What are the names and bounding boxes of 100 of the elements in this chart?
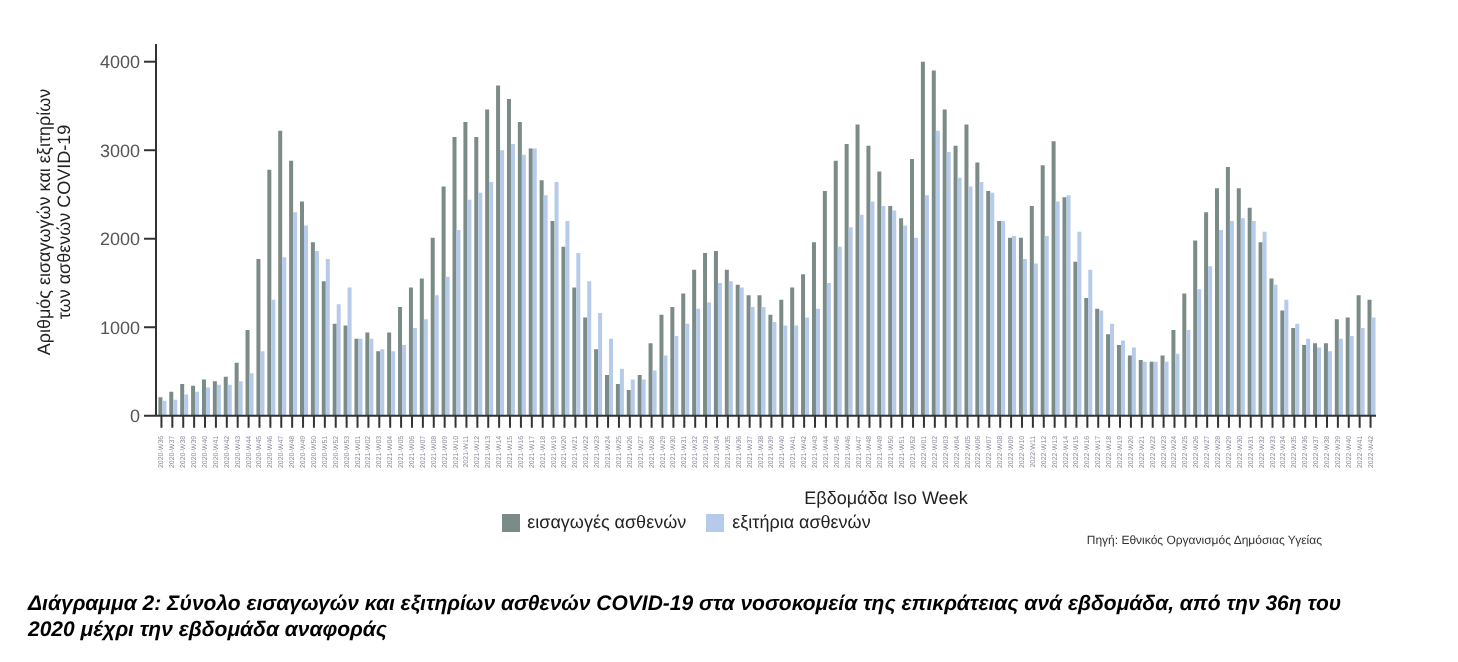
- bar: [1127, 355, 1132, 416]
- bar: [245, 329, 250, 416]
- bar: [866, 145, 871, 416]
- bar: [1033, 263, 1038, 416]
- bar: [1022, 259, 1027, 416]
- y-tick-label: 2000: [99, 229, 140, 250]
- bar: [1051, 141, 1056, 416]
- bar: [1160, 355, 1165, 416]
- bar: [195, 391, 200, 416]
- bar: [1229, 221, 1234, 416]
- y-tick-label: 0: [129, 406, 140, 427]
- bar: [423, 319, 428, 416]
- bar: [369, 338, 374, 416]
- bar: [227, 384, 232, 416]
- bar: [517, 121, 522, 416]
- bar: [332, 323, 337, 416]
- bar: [757, 295, 762, 416]
- bar: [870, 201, 875, 416]
- bar: [924, 195, 929, 416]
- bar: [1338, 338, 1343, 416]
- x-axis-title: Εβδομάδα Iso Week: [804, 487, 969, 508]
- text: Διάγραμμα 2: Σύνολο εισαγωγών και εξιτηρίων ασθενών COVID-19 στα νοσοκομεία της επικράτειας ανά εβδομάδα, από την 36η του 2020 μέχρι την εβδομάδα αναφοράς: [28, 592, 1344, 644]
- bar: [746, 295, 751, 416]
- bar: [594, 349, 599, 416]
- bar: [914, 237, 918, 416]
- legend-label: εξιτήρια ασθενών: [732, 511, 871, 532]
- bar: [779, 299, 784, 416]
- bar: [1055, 201, 1060, 416]
- bar: [387, 332, 392, 416]
- bar: [724, 269, 729, 416]
- bar: [467, 199, 472, 416]
- bar: [391, 351, 396, 416]
- bar: [1044, 236, 1049, 416]
- bar: [550, 221, 555, 416]
- bar: [223, 376, 228, 416]
- bar: [1327, 351, 1332, 416]
- bar: [402, 344, 407, 416]
- bar: [419, 278, 424, 416]
- bar: [506, 98, 511, 416]
- bar: [1018, 237, 1023, 416]
- bar: [1240, 218, 1245, 416]
- bar: [463, 121, 468, 416]
- bar: [300, 201, 304, 416]
- bar: [953, 145, 958, 416]
- bar: [946, 151, 951, 416]
- bar: [1219, 229, 1223, 416]
- bar: [605, 375, 609, 416]
- bar: [957, 177, 962, 416]
- bar: [441, 186, 446, 416]
- bar: [630, 379, 635, 416]
- bar: [191, 385, 196, 416]
- bar: [289, 160, 294, 416]
- bar: [238, 381, 243, 416]
- bar: [822, 190, 827, 416]
- bar: [1273, 284, 1278, 416]
- bar: [728, 281, 733, 416]
- bar: [1110, 323, 1115, 416]
- bar: [707, 302, 712, 416]
- bar: [1175, 353, 1180, 416]
- bar: [663, 355, 668, 416]
- bar: [899, 218, 904, 416]
- bar: [826, 282, 831, 416]
- bar: [474, 136, 479, 416]
- bar: [1247, 207, 1252, 416]
- bar: [888, 205, 893, 416]
- bar: [180, 383, 185, 416]
- bar: [903, 225, 908, 416]
- bar: [1345, 317, 1350, 416]
- bar: [931, 70, 936, 416]
- bar: [234, 362, 239, 416]
- bar: [576, 252, 581, 416]
- bar: [703, 252, 708, 416]
- legend-label: εισαγωγές ασθενών: [527, 511, 687, 532]
- bar: [942, 109, 947, 416]
- y-tick-label: 4000: [99, 52, 140, 73]
- bar: [278, 130, 283, 416]
- bar: [205, 387, 210, 416]
- bar: [1291, 328, 1296, 416]
- bar: [347, 287, 352, 416]
- bar: [833, 160, 838, 416]
- bar: [685, 323, 690, 416]
- bar: [543, 195, 548, 416]
- bar: [920, 61, 925, 416]
- bar: [619, 368, 624, 416]
- bar: [412, 328, 417, 416]
- bar: [184, 394, 189, 416]
- bar: [659, 314, 664, 416]
- bar: [510, 144, 515, 416]
- bar: [783, 325, 788, 416]
- bar: [713, 251, 718, 416]
- bar: [430, 237, 435, 416]
- bar: [859, 214, 864, 416]
- bar: [750, 306, 755, 416]
- bar: [964, 124, 969, 416]
- bar: [1258, 242, 1263, 416]
- bar: [1106, 334, 1111, 416]
- bar: [696, 308, 701, 416]
- bar: [768, 314, 773, 416]
- bar: [325, 259, 330, 416]
- bar: [1269, 278, 1274, 416]
